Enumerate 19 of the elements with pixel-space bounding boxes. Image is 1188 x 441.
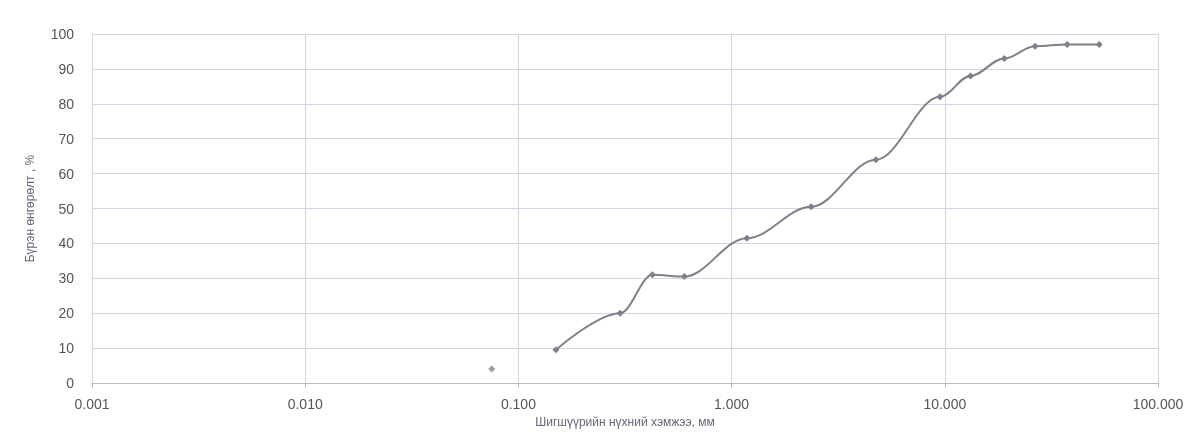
x-tick-label: 0.010 bbox=[287, 396, 323, 412]
x-axis-title: Шигшүүрийн нүхний хэмжээ, мм bbox=[535, 414, 715, 429]
y-tick-label: 50 bbox=[58, 200, 75, 217]
y-tick-label: 100 bbox=[50, 26, 75, 42]
y-tick-label: 0 bbox=[66, 375, 75, 391]
y-tick-label: 20 bbox=[58, 305, 75, 322]
y-tick-label: 60 bbox=[58, 165, 75, 182]
y-tick-label: 70 bbox=[58, 130, 75, 147]
x-tick-label: 0.100 bbox=[500, 396, 537, 412]
y-tick-label: 90 bbox=[58, 60, 75, 77]
y-axis-title: Бүрэн өнгөрөлт , % bbox=[23, 154, 37, 263]
y-tick-label: 10 bbox=[58, 340, 75, 357]
y-tick-label: 80 bbox=[58, 95, 75, 112]
y-tick-label: 40 bbox=[58, 235, 75, 252]
x-tick-label: 1.000 bbox=[714, 396, 750, 412]
x-tick-label: 0.001 bbox=[74, 396, 110, 412]
x-tick-label: 10.000 bbox=[923, 396, 967, 412]
x-tick-label: 100.000 bbox=[1132, 396, 1184, 412]
y-tick-label: 30 bbox=[58, 270, 75, 287]
